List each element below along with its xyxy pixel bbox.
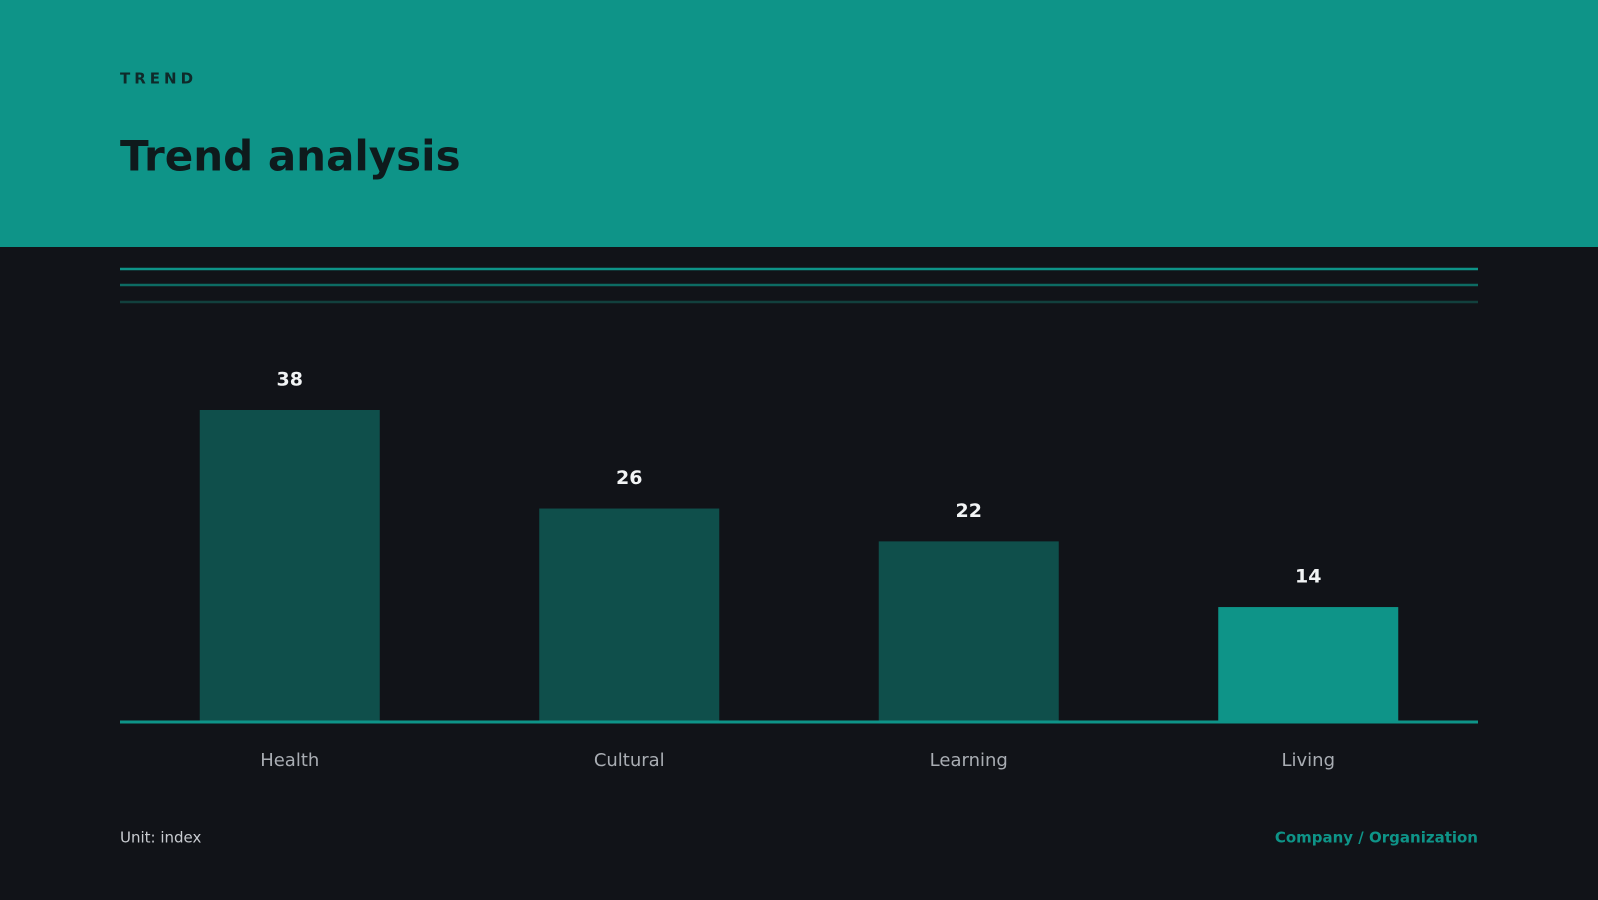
bar <box>1218 607 1399 722</box>
source-note: Company / Organization <box>1275 829 1478 847</box>
value-label: 14 <box>1295 566 1321 588</box>
chart-title: Trend analysis <box>120 132 461 181</box>
x-tick-label: Health <box>260 750 319 771</box>
eyebrow: TREND <box>120 70 197 88</box>
value-label: 26 <box>616 467 642 489</box>
bar <box>199 410 380 722</box>
x-tick-label: Learning <box>930 750 1008 771</box>
value-label: 22 <box>956 500 982 522</box>
bar <box>539 508 720 722</box>
value-label: 38 <box>277 369 303 391</box>
unit-note: Unit: index <box>120 829 202 847</box>
x-tick-label: Cultural <box>594 750 665 771</box>
header-band <box>0 0 1598 247</box>
bar <box>878 541 1059 722</box>
x-tick-label: Living <box>1281 750 1335 771</box>
